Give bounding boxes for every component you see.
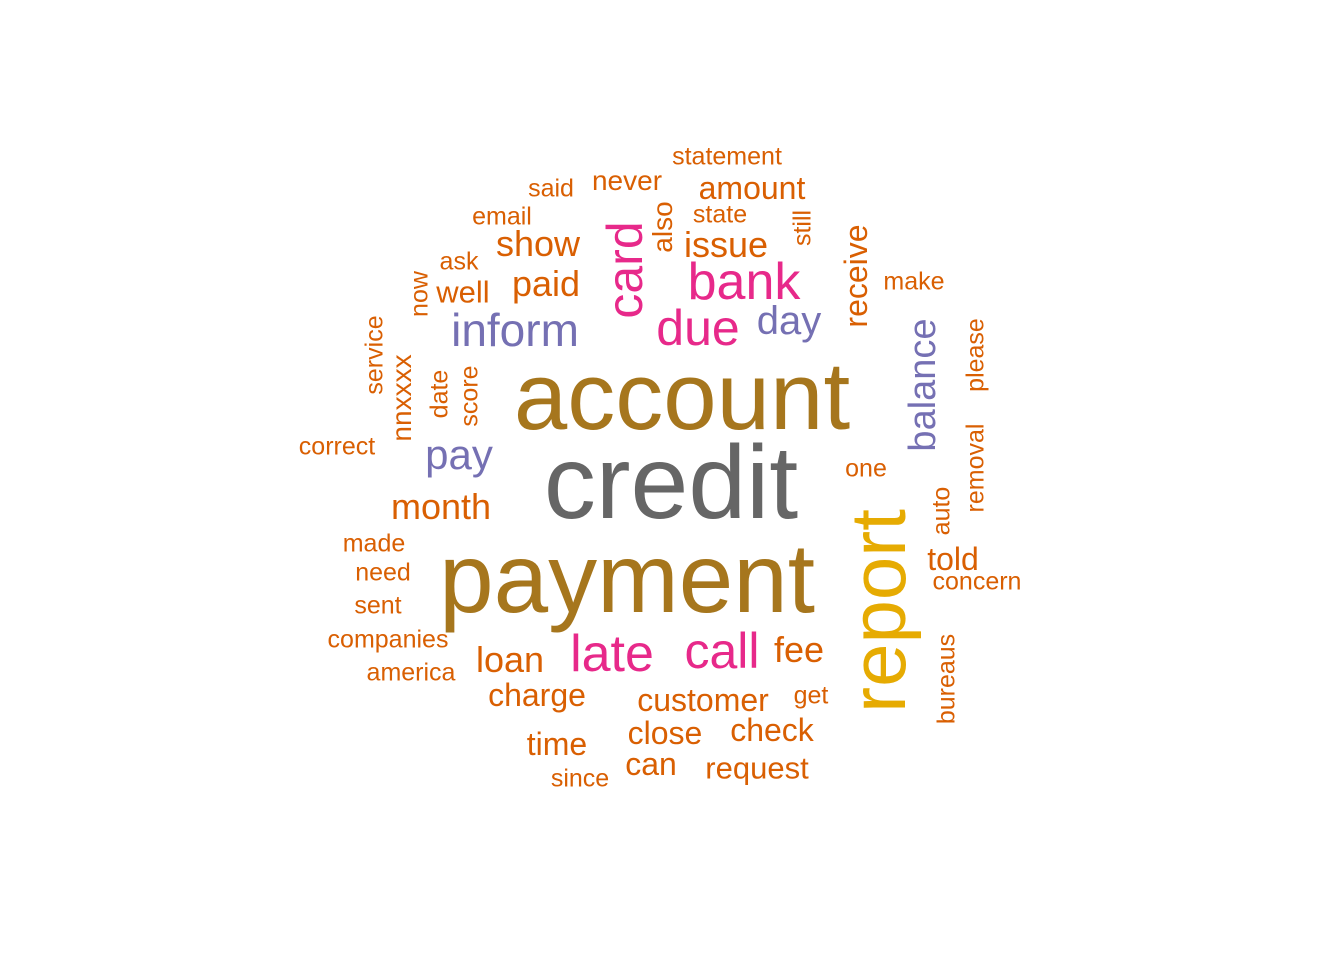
word-need: need bbox=[355, 558, 411, 587]
word-score: score bbox=[455, 365, 484, 427]
word-service: service bbox=[360, 315, 389, 395]
word-card: card bbox=[597, 221, 653, 319]
word-companies: companies bbox=[327, 625, 449, 654]
word-can: can bbox=[625, 746, 677, 782]
word-removal: removal bbox=[961, 423, 990, 513]
word-customer: customer bbox=[637, 682, 769, 718]
word-balance: balance bbox=[902, 318, 944, 452]
word-statement: statement bbox=[672, 142, 782, 171]
word-please: please bbox=[961, 318, 990, 392]
word-late: late bbox=[570, 625, 654, 683]
word-due: due bbox=[656, 300, 740, 356]
word-get: get bbox=[793, 681, 829, 710]
word-time: time bbox=[526, 726, 588, 762]
word-never: never bbox=[591, 165, 663, 196]
word-call: call bbox=[684, 623, 760, 679]
word-concern: concern bbox=[932, 567, 1022, 596]
word-payment: payment bbox=[439, 523, 815, 633]
word-paid: paid bbox=[511, 263, 581, 304]
word-auto: auto bbox=[927, 486, 956, 536]
word-receive: receive bbox=[838, 224, 874, 328]
word-america: america bbox=[366, 658, 456, 687]
word-well: well bbox=[436, 274, 490, 310]
word-told: told bbox=[927, 541, 979, 577]
word-bureaus: bureaus bbox=[932, 633, 961, 725]
word-fee: fee bbox=[773, 629, 825, 670]
word-now: now bbox=[405, 271, 434, 317]
word-bank: bank bbox=[687, 253, 801, 311]
word-charge: charge bbox=[488, 677, 586, 713]
word-month: month bbox=[390, 486, 492, 527]
word-date: date bbox=[425, 369, 454, 419]
word-also: also bbox=[647, 201, 678, 253]
word-email: email bbox=[472, 202, 532, 231]
word-ask: ask bbox=[439, 247, 479, 276]
word-pay: pay bbox=[425, 431, 493, 478]
word-correct: correct bbox=[298, 432, 376, 461]
word-one: one bbox=[845, 454, 887, 483]
word-day: day bbox=[756, 299, 822, 343]
word-request: request bbox=[705, 750, 809, 786]
word-state: state bbox=[692, 200, 748, 229]
word-amount: amount bbox=[698, 170, 806, 206]
word-check: check bbox=[730, 712, 814, 748]
word-said: said bbox=[528, 174, 574, 203]
word-make: make bbox=[883, 267, 945, 296]
word-credit: credit bbox=[543, 425, 799, 541]
word-report: report bbox=[834, 509, 922, 713]
word-inform: inform bbox=[451, 304, 579, 356]
word-issue: issue bbox=[683, 224, 769, 265]
word-still: still bbox=[788, 209, 817, 247]
word-account: account bbox=[513, 343, 851, 450]
word-loan: loan bbox=[475, 639, 545, 680]
word-show: show bbox=[495, 223, 581, 264]
word-nnxxxx: nnxxxx bbox=[386, 354, 417, 442]
word-sent: sent bbox=[354, 591, 402, 620]
word-since: since bbox=[550, 764, 610, 793]
word-made: made bbox=[342, 529, 406, 558]
word-close: close bbox=[627, 715, 703, 751]
